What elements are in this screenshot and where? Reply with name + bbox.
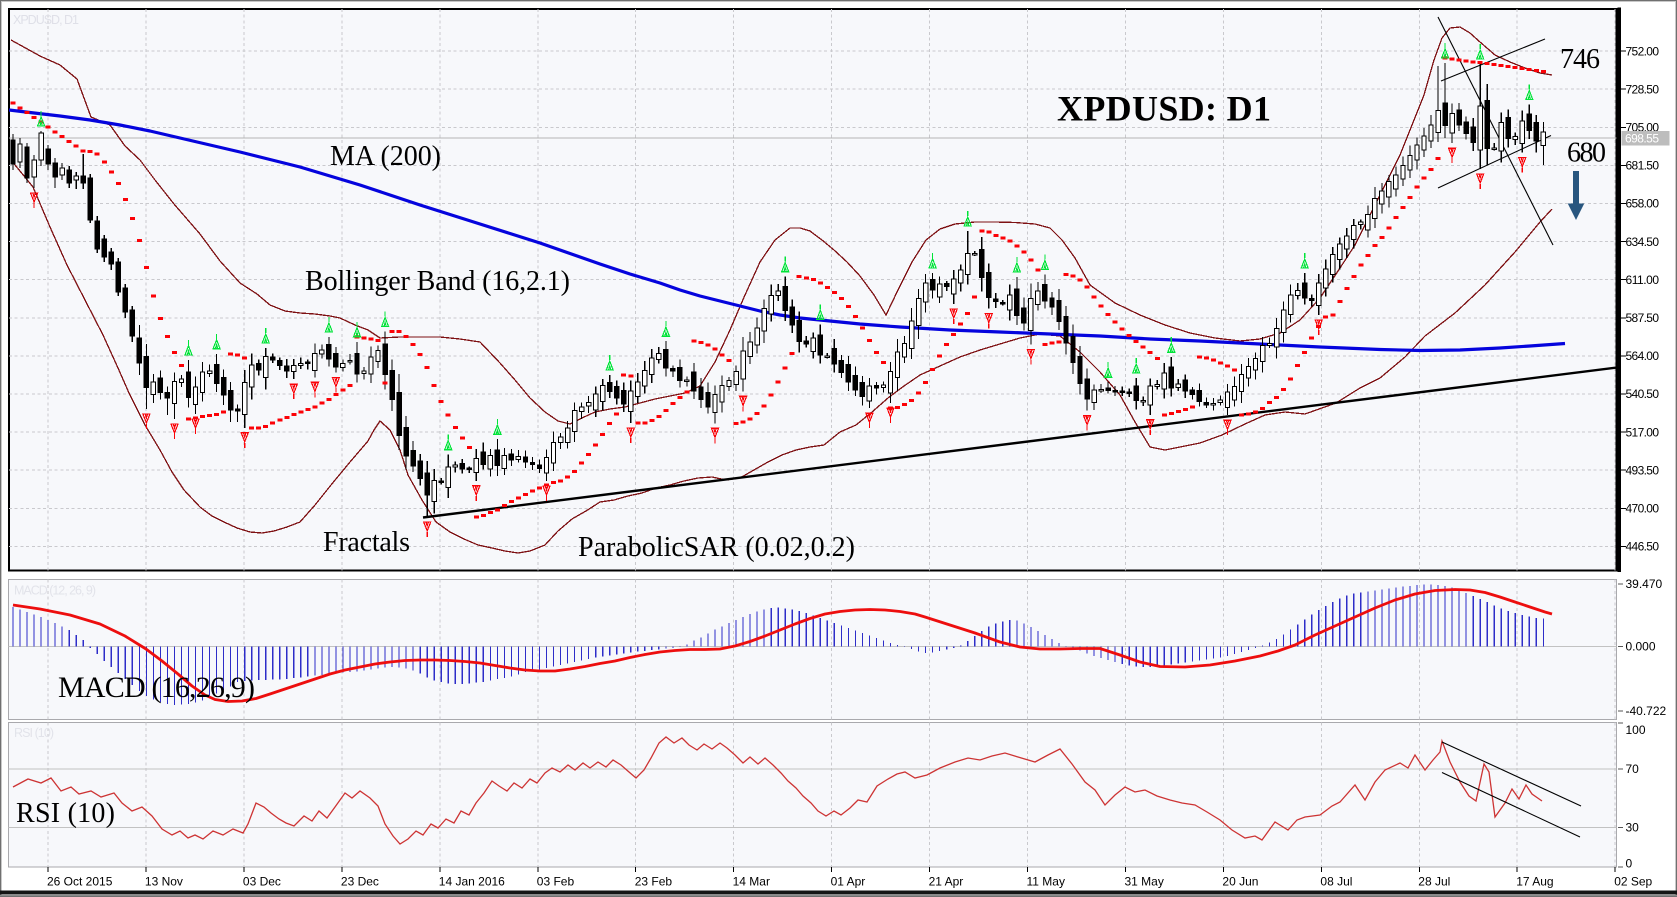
svg-text:517.00: 517.00 bbox=[1626, 425, 1660, 439]
svg-text:31 May: 31 May bbox=[1125, 875, 1164, 889]
svg-text:MACD (12, 26, 9): MACD (12, 26, 9) bbox=[14, 584, 96, 598]
svg-text:23 Feb: 23 Feb bbox=[635, 875, 673, 889]
svg-text:446.50: 446.50 bbox=[1626, 540, 1660, 554]
svg-text:01 Apr: 01 Apr bbox=[831, 875, 866, 889]
svg-text:XPDUSD: D1: XPDUSD: D1 bbox=[1057, 89, 1271, 129]
svg-text:70: 70 bbox=[1626, 762, 1640, 776]
svg-text:698.55: 698.55 bbox=[1625, 132, 1659, 146]
svg-text:Fractals: Fractals bbox=[323, 527, 410, 558]
svg-text:658.00: 658.00 bbox=[1626, 197, 1660, 211]
svg-text:03 Feb: 03 Feb bbox=[537, 875, 575, 889]
svg-text:540.50: 540.50 bbox=[1626, 387, 1660, 401]
svg-text:17 Aug: 17 Aug bbox=[1516, 875, 1553, 889]
svg-text:-40.722: -40.722 bbox=[1626, 704, 1667, 718]
svg-text:14 Mar: 14 Mar bbox=[733, 875, 770, 889]
svg-text:39.470: 39.470 bbox=[1626, 577, 1663, 591]
svg-text:681.50: 681.50 bbox=[1626, 159, 1660, 173]
svg-text:564.00: 564.00 bbox=[1626, 349, 1660, 363]
svg-text:634.50: 634.50 bbox=[1626, 235, 1660, 249]
svg-text:0.000: 0.000 bbox=[1626, 640, 1656, 654]
svg-text:30: 30 bbox=[1626, 821, 1640, 835]
svg-text:26 Oct 2015: 26 Oct 2015 bbox=[47, 875, 113, 889]
svg-text:21 Apr: 21 Apr bbox=[929, 875, 964, 889]
svg-text:100: 100 bbox=[1626, 723, 1646, 737]
svg-text:746: 746 bbox=[1560, 44, 1600, 75]
svg-text:28 Jul: 28 Jul bbox=[1418, 875, 1450, 889]
svg-text:493.50: 493.50 bbox=[1626, 463, 1660, 477]
svg-text:611.00: 611.00 bbox=[1626, 273, 1660, 287]
svg-text:752.00: 752.00 bbox=[1626, 44, 1660, 58]
svg-text:587.50: 587.50 bbox=[1626, 311, 1660, 325]
svg-text:470.00: 470.00 bbox=[1626, 502, 1660, 516]
svg-text:XPDUSD, D1: XPDUSD, D1 bbox=[13, 13, 79, 27]
svg-text:11 May: 11 May bbox=[1027, 875, 1065, 889]
svg-text:680: 680 bbox=[1567, 138, 1606, 169]
svg-text:0: 0 bbox=[1626, 857, 1633, 871]
svg-text:08 Jul: 08 Jul bbox=[1320, 875, 1352, 889]
svg-text:Bollinger Band (16,2.1): Bollinger Band (16,2.1) bbox=[305, 266, 570, 297]
svg-text:23 Dec: 23 Dec bbox=[341, 875, 379, 889]
svg-text:13 Nov: 13 Nov bbox=[145, 875, 183, 889]
svg-text:20 Jun: 20 Jun bbox=[1222, 875, 1258, 889]
svg-text:03 Dec: 03 Dec bbox=[243, 875, 281, 889]
svg-text:ParabolicSAR (0.02,0.2): ParabolicSAR (0.02,0.2) bbox=[578, 532, 855, 563]
svg-text:RSI (10): RSI (10) bbox=[14, 726, 54, 740]
svg-text:MA (200): MA (200) bbox=[330, 141, 441, 172]
svg-text:02 Sep: 02 Sep bbox=[1614, 875, 1652, 889]
svg-text:MACD (16,26,9): MACD (16,26,9) bbox=[58, 671, 255, 704]
svg-text:14 Jan 2016: 14 Jan 2016 bbox=[439, 875, 505, 889]
svg-text:728.50: 728.50 bbox=[1626, 82, 1660, 96]
svg-text:RSI (10): RSI (10) bbox=[16, 798, 115, 829]
